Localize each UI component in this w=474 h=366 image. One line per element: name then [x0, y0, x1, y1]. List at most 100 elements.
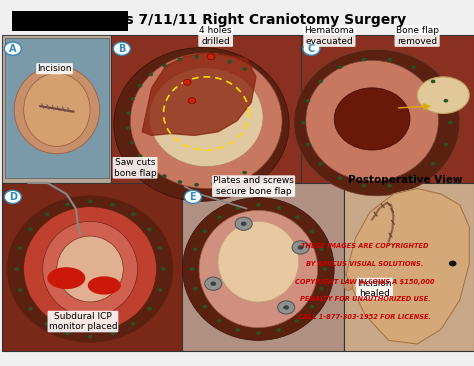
Text: Hematoma
evacuated: Hematoma evacuated — [304, 26, 355, 46]
Circle shape — [14, 267, 19, 271]
Ellipse shape — [417, 77, 469, 113]
Ellipse shape — [7, 196, 173, 342]
Circle shape — [256, 331, 261, 335]
Circle shape — [256, 203, 261, 207]
Circle shape — [310, 305, 314, 309]
Circle shape — [110, 332, 115, 335]
Circle shape — [137, 84, 142, 87]
Circle shape — [217, 215, 222, 219]
Circle shape — [157, 288, 162, 292]
Circle shape — [303, 42, 320, 55]
Circle shape — [178, 180, 182, 184]
Circle shape — [319, 247, 324, 251]
Circle shape — [318, 80, 323, 83]
Text: PENALTY FOR UNAUTHORIZED USE.: PENALTY FOR UNAUTHORIZED USE. — [300, 296, 430, 302]
Circle shape — [28, 307, 33, 311]
Circle shape — [322, 267, 327, 271]
Circle shape — [18, 288, 23, 292]
Circle shape — [211, 182, 216, 186]
Circle shape — [194, 55, 199, 59]
Text: THESE IMAGES ARE COPYRIGHTED: THESE IMAGES ARE COPYRIGHTED — [301, 243, 428, 249]
Circle shape — [236, 206, 240, 210]
Circle shape — [148, 165, 153, 169]
Ellipse shape — [199, 210, 318, 328]
Ellipse shape — [334, 88, 410, 150]
Circle shape — [362, 58, 366, 61]
Circle shape — [387, 184, 392, 187]
Circle shape — [202, 305, 207, 309]
Circle shape — [126, 112, 131, 115]
Text: D: D — [9, 192, 17, 202]
Text: COPYRIGHT LAW ALLOWS A $150,000: COPYRIGHT LAW ALLOWS A $150,000 — [295, 279, 435, 285]
Circle shape — [362, 184, 366, 187]
Circle shape — [110, 203, 115, 206]
Circle shape — [295, 215, 300, 219]
Circle shape — [310, 229, 314, 233]
Ellipse shape — [57, 236, 123, 302]
Circle shape — [217, 319, 222, 323]
Text: Incision: Incision — [37, 64, 72, 73]
Circle shape — [193, 287, 198, 291]
Circle shape — [210, 281, 216, 286]
Bar — [12, 11, 128, 31]
Circle shape — [444, 143, 448, 146]
Text: BY AMICUS VISUAL SOLUTIONS.: BY AMICUS VISUAL SOLUTIONS. — [306, 261, 424, 267]
Ellipse shape — [306, 60, 438, 181]
Circle shape — [276, 328, 281, 332]
Circle shape — [205, 277, 222, 290]
Ellipse shape — [88, 276, 121, 295]
Bar — [2, 35, 111, 183]
Circle shape — [157, 246, 162, 250]
Circle shape — [18, 246, 23, 250]
Text: CALL 1-877-303-1952 FOR LICENSE.: CALL 1-877-303-1952 FOR LICENSE. — [299, 314, 431, 320]
Polygon shape — [346, 188, 469, 344]
Text: Saw cuts
bone flap: Saw cuts bone flap — [114, 158, 156, 178]
Circle shape — [4, 42, 21, 55]
Circle shape — [448, 121, 453, 124]
Circle shape — [242, 171, 247, 175]
Ellipse shape — [43, 221, 137, 317]
Circle shape — [178, 58, 182, 61]
Circle shape — [147, 307, 152, 311]
Bar — [2, 183, 182, 351]
Ellipse shape — [294, 49, 460, 196]
Circle shape — [184, 190, 201, 203]
Circle shape — [202, 229, 207, 233]
Circle shape — [411, 65, 416, 69]
Circle shape — [319, 287, 324, 291]
Text: Subdural ICP
monitor placed: Subdural ICP monitor placed — [49, 312, 117, 331]
Circle shape — [241, 221, 246, 226]
Text: Plates and screws
secure bone flap: Plates and screws secure bone flap — [213, 176, 294, 196]
Text: Postoperative View: Postoperative View — [348, 175, 463, 185]
Circle shape — [45, 322, 49, 326]
Text: E: E — [190, 192, 196, 202]
Circle shape — [444, 99, 448, 102]
Circle shape — [242, 67, 247, 71]
Circle shape — [431, 80, 436, 83]
Ellipse shape — [218, 221, 299, 302]
Text: B: B — [118, 44, 126, 54]
Circle shape — [162, 174, 167, 178]
Circle shape — [130, 141, 135, 145]
Circle shape — [301, 121, 306, 124]
Circle shape — [188, 98, 196, 104]
Circle shape — [295, 319, 300, 323]
Text: Incision
healed: Incision healed — [357, 279, 392, 298]
Circle shape — [45, 212, 49, 216]
Circle shape — [148, 72, 153, 76]
Circle shape — [88, 199, 92, 203]
Circle shape — [228, 178, 232, 182]
Circle shape — [411, 176, 416, 180]
Ellipse shape — [182, 198, 334, 340]
Text: 's 7/11/11 Right Craniotomy Surgery: 's 7/11/11 Right Craniotomy Surgery — [120, 13, 406, 27]
Circle shape — [65, 332, 70, 335]
Circle shape — [65, 203, 70, 206]
Circle shape — [194, 183, 199, 187]
Circle shape — [193, 247, 198, 251]
Ellipse shape — [149, 68, 263, 167]
Circle shape — [162, 64, 167, 67]
Text: Bone flap
removed: Bone flap removed — [396, 26, 438, 46]
Circle shape — [28, 227, 33, 231]
Text: C: C — [308, 44, 315, 54]
Circle shape — [387, 58, 392, 61]
